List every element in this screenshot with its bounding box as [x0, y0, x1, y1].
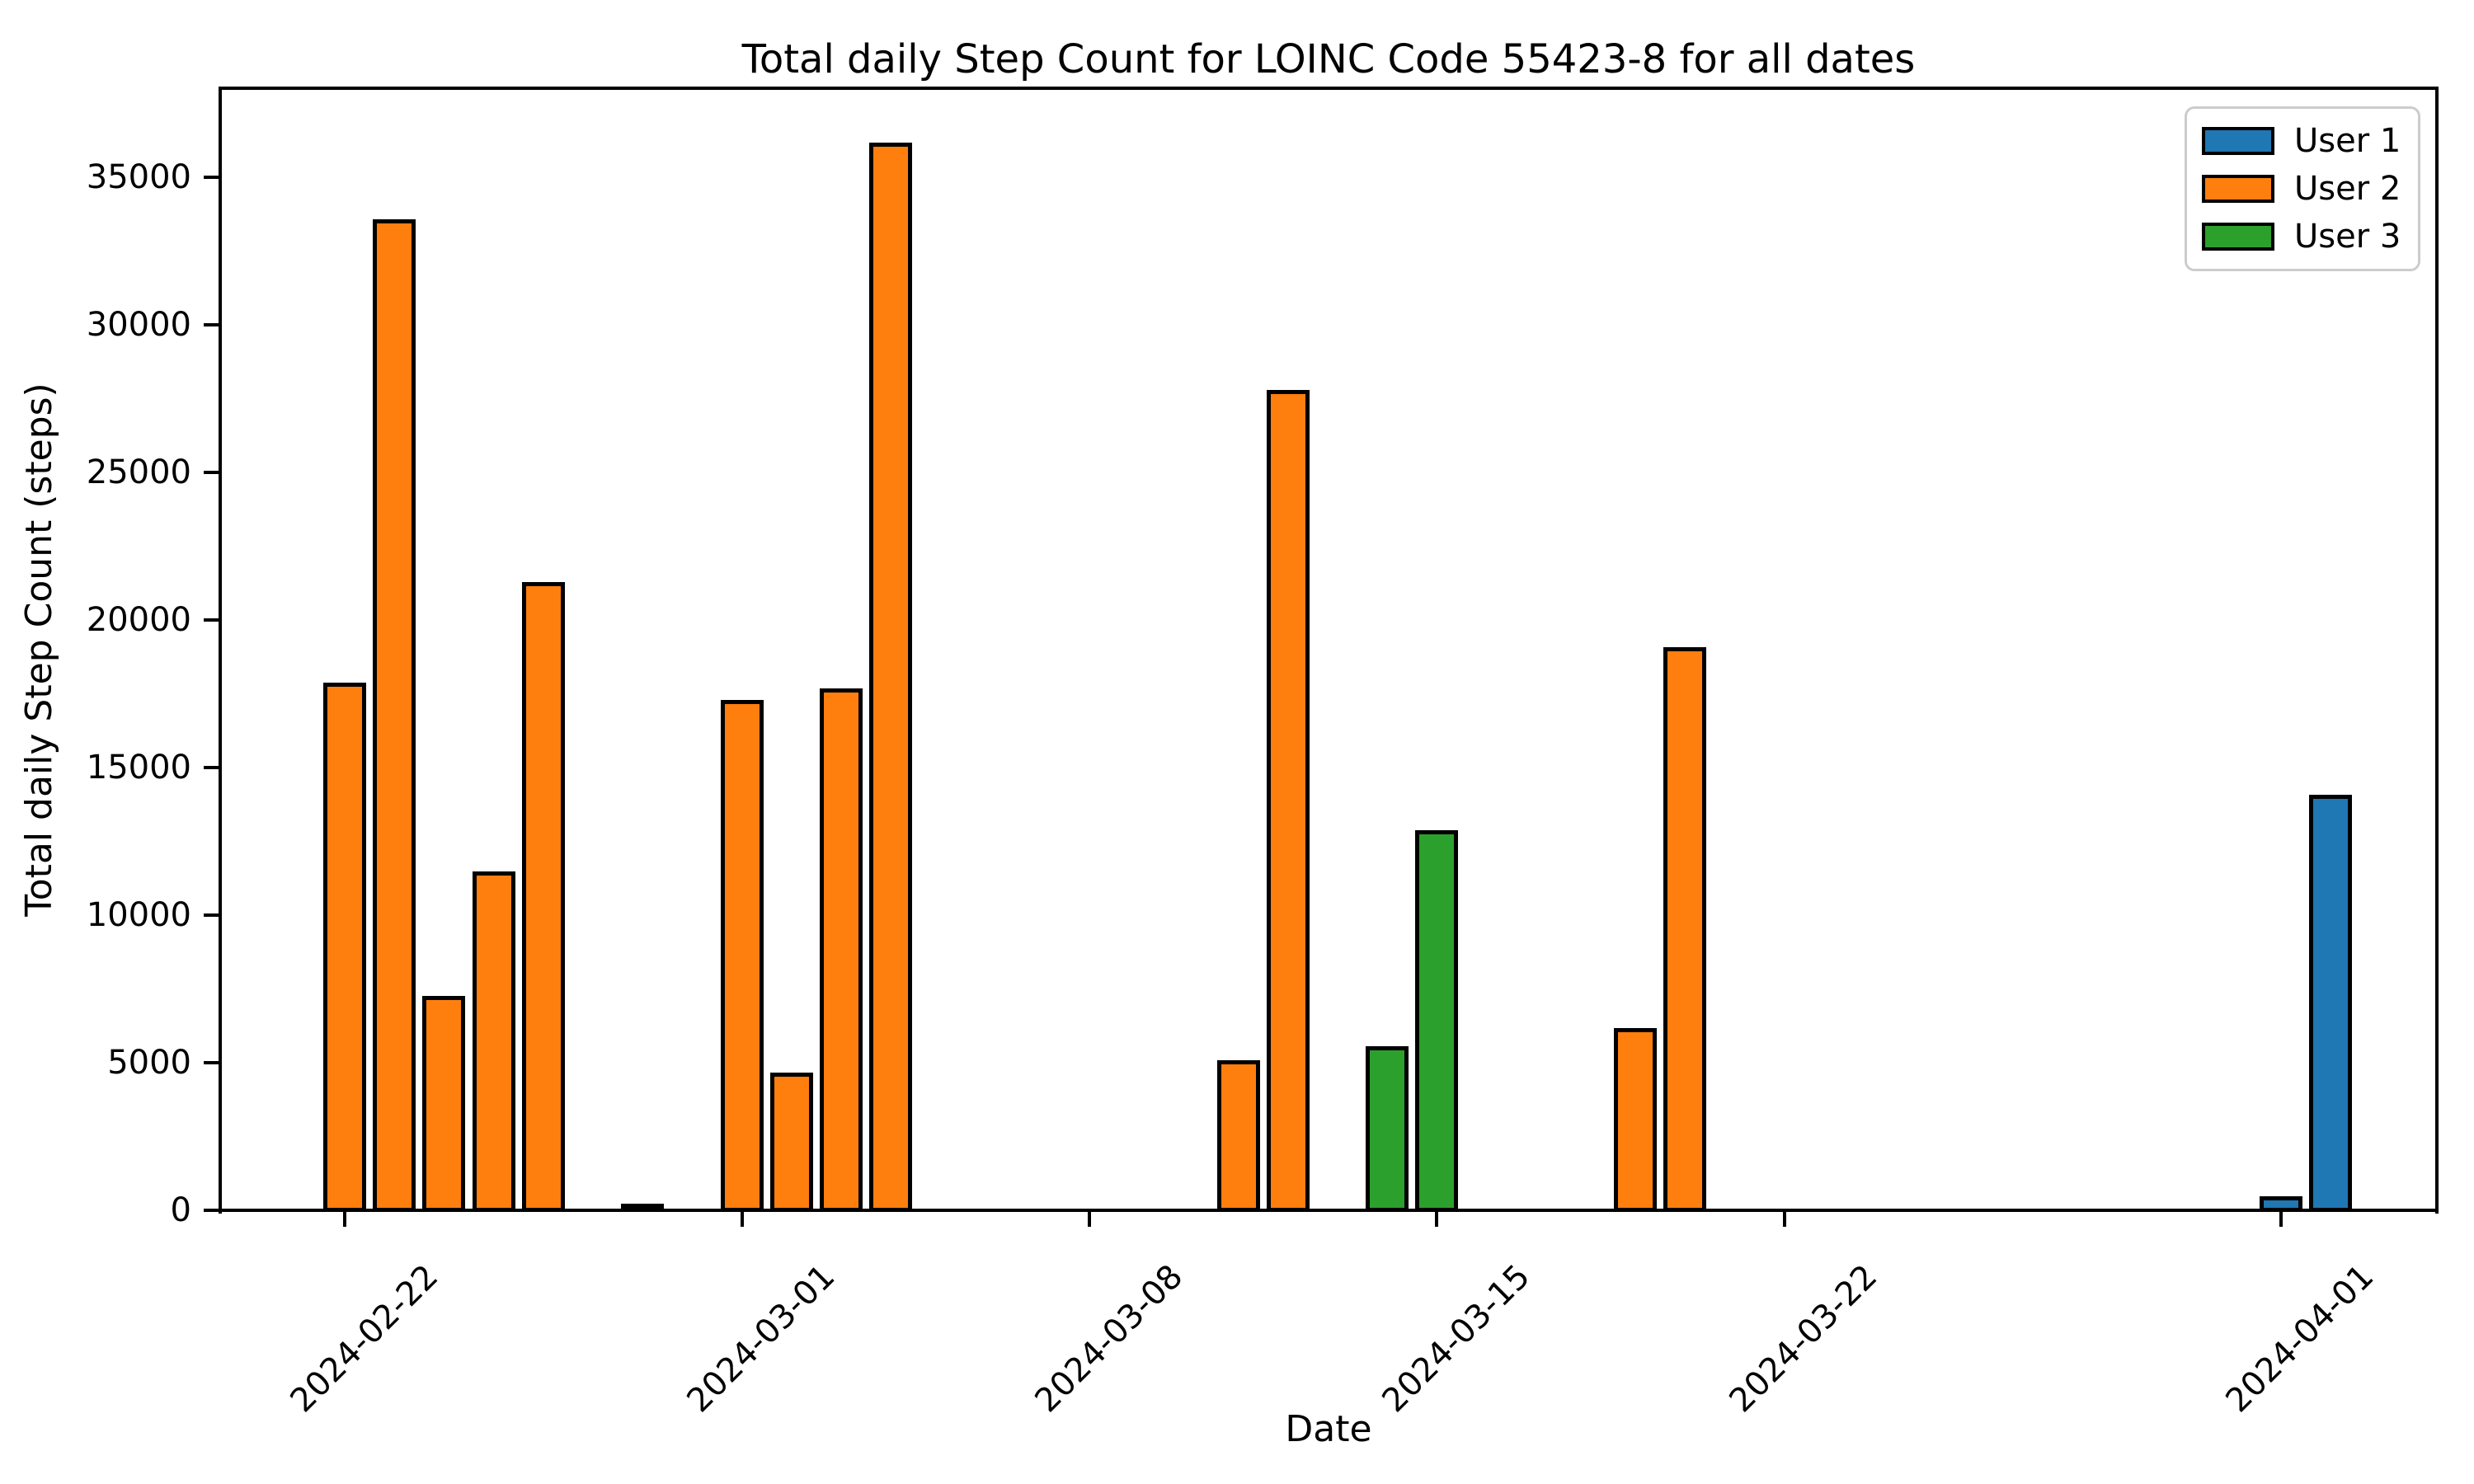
y-tick-label: 30000: [86, 305, 191, 344]
x-tick-mark: [1088, 1212, 1091, 1227]
plot-spine-left: [219, 87, 222, 1214]
y-tick-mark: [204, 175, 219, 179]
legend: User 1 User 2 User 3: [2185, 106, 2420, 271]
legend-swatch-icon: [2202, 175, 2274, 203]
y-tick-label: 15000: [86, 748, 191, 787]
x-tick-mark: [1435, 1212, 1439, 1227]
x-axis-label: Date: [1285, 1408, 1372, 1450]
legend-label: User 1: [2294, 122, 2401, 160]
x-tick-label-text: 2024-03-15: [1375, 1257, 1538, 1421]
legend-row-user3: User 3: [2202, 220, 2403, 253]
bar-user3-2024-03-15: [1415, 830, 1459, 1213]
x-tick-mark: [1782, 1212, 1786, 1227]
x-tick-label-text: 2024-03-01: [680, 1257, 843, 1421]
y-tick-mark: [204, 1060, 219, 1064]
y-tick-mark: [204, 913, 219, 917]
x-tick-mark: [740, 1212, 744, 1227]
bar-user2-2024-03-11: [1216, 1060, 1260, 1213]
chart-title: Total daily Step Count for LOINC Code 55…: [741, 36, 1916, 82]
bar-user2-2024-02-22: [323, 683, 366, 1213]
y-tick-label: 0: [170, 1191, 191, 1229]
x-tick-label-text: 2024-03-22: [1722, 1257, 1885, 1421]
bar-user1-2024-04-01: [2259, 1196, 2302, 1213]
x-tick-label-text: 2024-03-08: [1027, 1257, 1190, 1421]
y-tick-label: 10000: [86, 895, 191, 934]
bar-user2-2024-03-12: [1266, 390, 1310, 1213]
bar-user2-2024-03-20: [1663, 647, 1707, 1213]
x-tick-label-text: 2024-04-01: [2218, 1257, 2382, 1421]
bar-user2-2024-03-19: [1614, 1028, 1658, 1213]
legend-swatch-icon: [2202, 223, 2274, 251]
y-tick-label: 25000: [86, 453, 191, 491]
plot-spine-right: [2435, 87, 2439, 1214]
bar-user2-2024-02-26: [521, 582, 565, 1213]
y-tick-mark: [204, 1209, 219, 1212]
legend-row-user2: User 2: [2202, 172, 2403, 205]
y-tick-mark: [204, 322, 219, 326]
y-tick-mark: [204, 470, 219, 474]
plot-spine-bottom: [219, 1209, 2439, 1212]
x-tick-mark: [2279, 1212, 2283, 1227]
legend-row-user1: User 1: [2202, 124, 2403, 157]
bar-user2-2024-03-04: [869, 142, 913, 1213]
plot-spine-top: [219, 87, 2439, 90]
legend-label: User 3: [2294, 218, 2401, 256]
bar-user2-2024-02-25: [472, 871, 515, 1213]
y-tick-mark: [204, 765, 219, 769]
bar-user2-2024-03-02: [769, 1072, 813, 1213]
y-tick-label: 35000: [86, 157, 191, 196]
y-tick-mark: [204, 618, 219, 622]
bar-user1-2024-04-02: [2309, 795, 2352, 1213]
bar-user3-2024-03-14: [1366, 1045, 1409, 1213]
y-tick-label: 5000: [107, 1043, 191, 1082]
bar-user2-2024-02-28: [621, 1204, 665, 1213]
bar-user2-2024-02-23: [373, 218, 416, 1213]
x-tick-mark: [343, 1212, 346, 1227]
bar-user2-2024-03-01: [720, 700, 764, 1213]
bar-user2-2024-03-03: [820, 688, 863, 1213]
legend-swatch-icon: [2202, 127, 2274, 155]
legend-label: User 2: [2294, 170, 2401, 208]
bar-user2-2024-02-24: [422, 995, 466, 1213]
y-tick-label: 20000: [86, 600, 191, 639]
x-tick-label-text: 2024-02-22: [282, 1257, 445, 1421]
